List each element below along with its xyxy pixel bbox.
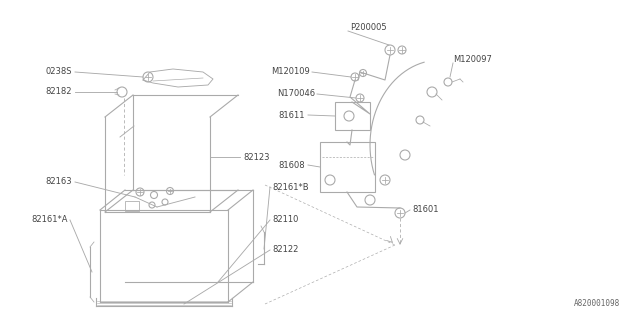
Text: 82123: 82123	[243, 153, 269, 162]
Text: 82163: 82163	[45, 178, 72, 187]
Text: 81611: 81611	[278, 110, 305, 119]
Text: 82161*A: 82161*A	[31, 215, 68, 225]
Bar	[125, 201, 139, 211]
Text: N170046: N170046	[277, 90, 315, 99]
Bar	[320, 142, 375, 192]
Text: 0238S: 0238S	[45, 68, 72, 76]
Text: A820001098: A820001098	[573, 299, 620, 308]
Bar	[335, 102, 370, 130]
Text: 82161*B: 82161*B	[272, 182, 308, 191]
Text: 81601: 81601	[412, 205, 438, 214]
Text: 82182: 82182	[45, 87, 72, 97]
Text: 82122: 82122	[272, 245, 298, 254]
Text: 82110: 82110	[272, 215, 298, 225]
Text: P200005: P200005	[350, 23, 387, 33]
Text: M120097: M120097	[453, 55, 492, 65]
Text: 81608: 81608	[278, 161, 305, 170]
Text: M120109: M120109	[271, 68, 310, 76]
